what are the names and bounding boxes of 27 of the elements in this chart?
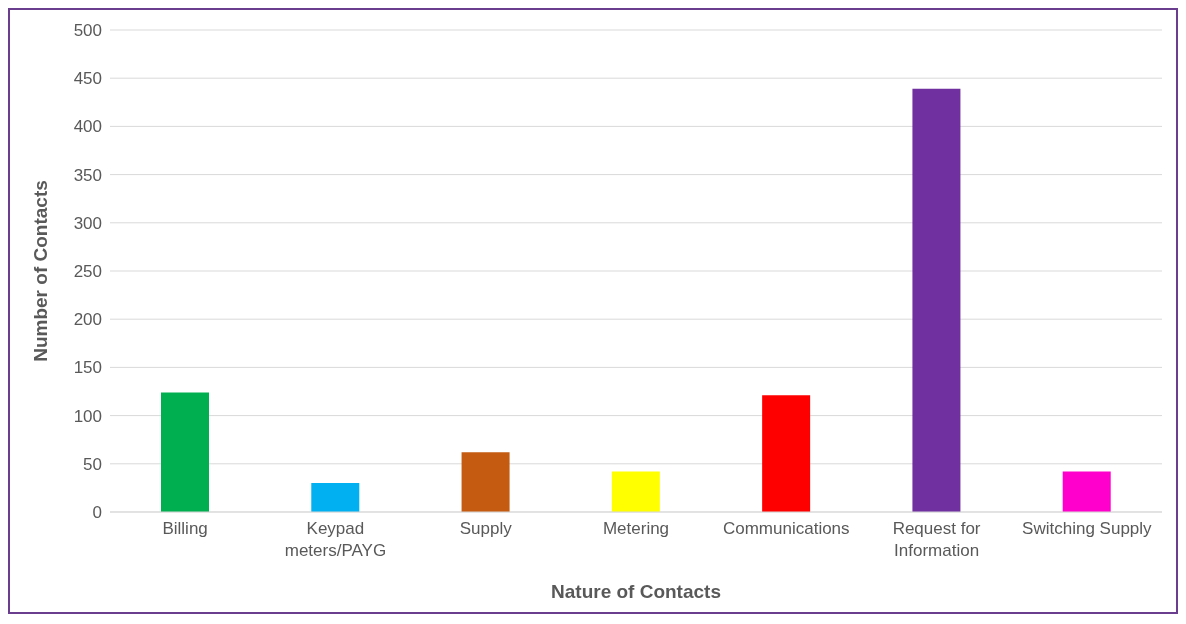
y-tick-label: 350 (73, 165, 102, 185)
y-axis-title: Number of Contacts (29, 180, 51, 362)
bar (311, 483, 360, 512)
y-tick-label: 500 (73, 21, 102, 41)
x-tick-label: Billing (162, 519, 208, 538)
bar (161, 392, 209, 512)
bar (611, 471, 660, 512)
y-tick-label: 250 (73, 262, 102, 282)
x-tick-label: Communications (722, 519, 850, 538)
x-tick-label: Metering (602, 519, 670, 538)
bar (762, 395, 811, 512)
bar (912, 88, 961, 512)
y-tick-label: 50 (83, 454, 102, 474)
x-tick-label: Switching Supply (1022, 519, 1153, 538)
x-tick-label: Supply (459, 519, 513, 538)
y-tick-label: 0 (92, 503, 102, 523)
y-tick-label: 200 (73, 310, 102, 330)
y-tick-label: 150 (73, 358, 102, 378)
y-tick-label: 300 (73, 213, 102, 233)
x-tick-label: Request for Information (892, 519, 981, 560)
bar (1062, 471, 1111, 512)
x-axis-title: Nature of Contacts (551, 581, 721, 602)
y-tick-label: 400 (73, 117, 102, 137)
x-tick-label: Keypad meters/PAYG (284, 519, 387, 560)
y-tick-label: 100 (73, 406, 102, 426)
y-tick-label: 450 (73, 69, 102, 89)
bar (461, 452, 510, 512)
